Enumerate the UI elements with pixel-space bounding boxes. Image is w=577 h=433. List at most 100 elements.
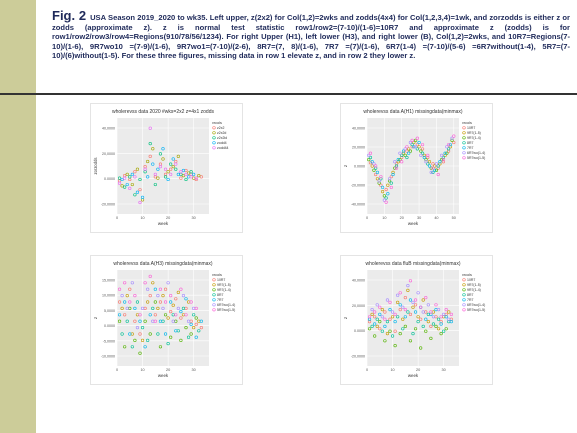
data-point — [148, 313, 152, 317]
data-point — [424, 317, 428, 321]
chart-title: wholerevss data fluB missingdata(minmax) — [365, 261, 460, 267]
data-point — [438, 162, 442, 166]
data-point — [408, 140, 412, 145]
data-point — [393, 312, 397, 317]
data-point — [439, 331, 443, 336]
data-point — [186, 171, 191, 175]
data-point — [427, 164, 432, 168]
data-point — [414, 138, 418, 143]
data-point — [372, 162, 376, 166]
data-point — [400, 153, 404, 157]
x-tick-label: 50 — [452, 216, 456, 220]
plot-background — [117, 118, 209, 214]
data-point — [407, 151, 411, 155]
data-point — [429, 324, 433, 328]
data-point — [400, 155, 404, 160]
data-point — [368, 151, 373, 155]
y-tick-label: -40,0000 — [351, 203, 365, 207]
legend-swatch — [212, 298, 216, 302]
data-point — [194, 306, 198, 311]
data-point — [431, 170, 435, 174]
chart-zodds: wholerevss data 2020 #wks=2x2 z=4x1 zodd… — [93, 109, 229, 226]
legend-label: 7R7 — [467, 146, 473, 150]
x-tick-label: 30 — [442, 368, 446, 372]
x-tick-label: 20 — [166, 216, 170, 220]
data-point — [436, 317, 441, 321]
data-point — [419, 346, 423, 350]
data-point — [422, 153, 426, 157]
legend-title: vrcols — [212, 273, 222, 277]
figure-label: Fig. 2 — [52, 8, 87, 23]
data-point — [419, 153, 423, 157]
y-tick-label: 0.0000 — [354, 329, 365, 333]
data-point — [412, 140, 416, 145]
data-point — [171, 157, 175, 161]
x-tick-label: 10 — [140, 368, 144, 372]
legend-swatch — [212, 288, 216, 292]
data-point — [401, 149, 406, 153]
data-point — [148, 274, 152, 279]
legend-swatch — [212, 293, 216, 297]
data-point — [406, 284, 410, 288]
data-point — [434, 168, 439, 172]
y-tick-label: -20,0000 — [351, 355, 365, 359]
data-point — [199, 319, 203, 323]
data-point — [382, 194, 386, 198]
data-point — [421, 324, 425, 328]
data-point — [411, 331, 415, 336]
legend-swatch — [462, 283, 466, 287]
data-point — [125, 182, 129, 187]
data-point — [128, 300, 132, 304]
y-tick-label: 15,0000 — [102, 279, 115, 283]
x-tick-label: 10 — [382, 216, 386, 220]
data-point — [401, 151, 406, 155]
data-point — [413, 327, 418, 331]
data-point — [390, 310, 395, 314]
data-point — [405, 145, 409, 149]
data-point — [161, 147, 165, 151]
data-point — [421, 298, 425, 302]
data-point — [385, 331, 390, 336]
data-point — [403, 307, 407, 312]
x-axis-label: week — [408, 221, 419, 226]
data-point — [138, 332, 142, 336]
data-point — [440, 153, 444, 157]
data-point — [153, 313, 157, 317]
data-point — [133, 175, 137, 179]
legend-swatch — [212, 141, 216, 145]
x-tick-label: 0 — [116, 216, 118, 220]
data-point — [148, 154, 152, 159]
y-axis-label: z — [93, 317, 98, 319]
data-point — [377, 181, 381, 185]
legend-swatch — [462, 126, 466, 130]
data-point — [393, 329, 397, 333]
data-point — [117, 319, 122, 323]
data-point — [179, 170, 183, 174]
data-point — [179, 316, 183, 320]
data-point — [396, 160, 400, 164]
data-point — [385, 319, 390, 324]
data-point — [396, 300, 400, 305]
data-point — [199, 175, 203, 179]
data-point — [181, 173, 186, 178]
data-point — [380, 315, 384, 319]
data-point — [189, 170, 193, 174]
data-point — [138, 313, 142, 317]
x-axis-label: week — [158, 221, 169, 226]
chart-flub: wholerevss data fluB missingdata(minmax)… — [343, 261, 485, 378]
data-point — [452, 134, 456, 138]
data-point — [120, 184, 124, 188]
data-point — [434, 162, 439, 166]
data-point — [367, 327, 372, 331]
data-point — [433, 164, 437, 168]
legend-label: 10R7 — [467, 278, 475, 282]
data-point — [186, 319, 191, 323]
data-point — [388, 300, 392, 305]
data-point — [436, 307, 441, 312]
data-point — [427, 160, 432, 164]
data-point — [411, 305, 415, 309]
data-point — [375, 324, 379, 328]
data-point — [117, 287, 122, 291]
data-point — [375, 177, 380, 181]
data-point — [426, 155, 430, 160]
